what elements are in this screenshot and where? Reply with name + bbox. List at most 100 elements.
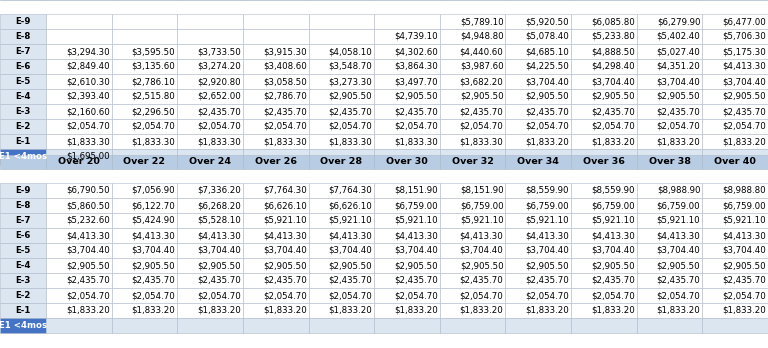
Bar <box>309 213 374 228</box>
Bar <box>637 198 703 213</box>
Text: $2,905.50: $2,905.50 <box>66 261 110 270</box>
Bar <box>309 303 374 318</box>
Text: E-9: E-9 <box>15 186 31 195</box>
Text: $5,921.10: $5,921.10 <box>263 216 306 225</box>
Bar <box>309 155 374 169</box>
Bar <box>46 29 111 44</box>
Text: $4,413.30: $4,413.30 <box>197 231 241 240</box>
Bar <box>571 149 637 164</box>
Bar <box>46 104 111 119</box>
Bar <box>571 303 637 318</box>
Text: $2,435.70: $2,435.70 <box>525 107 569 116</box>
Bar <box>374 288 440 303</box>
Text: $2,905.50: $2,905.50 <box>525 92 569 101</box>
Text: $5,921.10: $5,921.10 <box>394 216 438 225</box>
Bar <box>571 318 637 333</box>
Text: $3,733.50: $3,733.50 <box>197 47 241 56</box>
Text: $4,739.10: $4,739.10 <box>394 32 438 41</box>
Bar <box>374 243 440 258</box>
Bar <box>0 104 46 119</box>
Bar <box>374 273 440 288</box>
Bar <box>637 119 703 134</box>
Text: $1,833.20: $1,833.20 <box>591 306 634 315</box>
Text: $6,759.00: $6,759.00 <box>657 201 700 210</box>
Text: $2,160.60: $2,160.60 <box>66 107 110 116</box>
Bar <box>243 134 309 149</box>
Text: $7,056.90: $7,056.90 <box>131 186 175 195</box>
Bar <box>309 149 374 164</box>
Bar <box>374 213 440 228</box>
Text: $4,413.30: $4,413.30 <box>394 231 438 240</box>
Text: $2,054.70: $2,054.70 <box>66 291 110 300</box>
Bar <box>111 243 177 258</box>
Text: $3,704.40: $3,704.40 <box>591 246 634 255</box>
Bar <box>177 288 243 303</box>
Bar <box>703 74 768 89</box>
Text: $2,786.70: $2,786.70 <box>263 92 306 101</box>
Text: $4,225.50: $4,225.50 <box>525 62 569 71</box>
Bar <box>440 149 505 164</box>
Bar <box>505 288 571 303</box>
Text: $1,833.20: $1,833.20 <box>263 306 306 315</box>
Bar <box>571 29 637 44</box>
Bar <box>703 183 768 198</box>
Bar <box>440 273 505 288</box>
Text: $4,413.30: $4,413.30 <box>591 231 634 240</box>
Bar <box>111 44 177 59</box>
Bar <box>571 119 637 134</box>
Text: $3,497.70: $3,497.70 <box>394 77 438 86</box>
Text: $5,920.50: $5,920.50 <box>525 17 569 26</box>
Text: $5,424.90: $5,424.90 <box>131 216 175 225</box>
Text: $2,435.70: $2,435.70 <box>66 276 110 285</box>
Bar <box>703 155 768 169</box>
Bar <box>374 155 440 169</box>
Bar <box>637 273 703 288</box>
Text: $6,279.90: $6,279.90 <box>657 17 700 26</box>
Text: $4,413.30: $4,413.30 <box>263 231 306 240</box>
Bar <box>243 14 309 29</box>
Text: E1 <4mos: E1 <4mos <box>0 321 47 330</box>
Bar <box>243 273 309 288</box>
Text: Over 20: Over 20 <box>58 158 100 166</box>
Bar <box>46 303 111 318</box>
Bar <box>0 155 46 169</box>
Text: Over 38: Over 38 <box>648 158 690 166</box>
Bar <box>440 119 505 134</box>
Bar <box>0 29 46 44</box>
Bar <box>111 59 177 74</box>
Text: $4,948.80: $4,948.80 <box>460 32 504 41</box>
Bar <box>571 273 637 288</box>
Text: $4,413.30: $4,413.30 <box>460 231 504 240</box>
Bar <box>374 59 440 74</box>
Text: $1,833.20: $1,833.20 <box>525 137 569 146</box>
Bar <box>637 288 703 303</box>
Bar <box>177 273 243 288</box>
Text: E-5: E-5 <box>15 246 31 255</box>
Bar <box>703 288 768 303</box>
Text: $5,232.60: $5,232.60 <box>66 216 110 225</box>
Text: Over 32: Over 32 <box>452 158 494 166</box>
Bar <box>46 119 111 134</box>
Text: E-9: E-9 <box>15 17 31 26</box>
Bar <box>505 243 571 258</box>
Bar <box>0 44 46 59</box>
Text: $2,905.50: $2,905.50 <box>657 92 700 101</box>
Bar <box>505 273 571 288</box>
Bar <box>505 89 571 104</box>
Text: $2,905.50: $2,905.50 <box>460 261 504 270</box>
Bar <box>374 228 440 243</box>
Bar <box>177 243 243 258</box>
Text: $1,833.20: $1,833.20 <box>657 137 700 146</box>
Text: $5,860.50: $5,860.50 <box>66 201 110 210</box>
Text: $2,435.70: $2,435.70 <box>657 107 700 116</box>
Bar <box>243 74 309 89</box>
Bar <box>440 14 505 29</box>
Text: $1,833.20: $1,833.20 <box>66 306 110 315</box>
Bar <box>703 258 768 273</box>
Bar <box>111 149 177 164</box>
Bar <box>637 155 703 169</box>
Text: $3,294.30: $3,294.30 <box>66 47 110 56</box>
Text: $3,704.40: $3,704.40 <box>197 246 241 255</box>
Text: $2,435.70: $2,435.70 <box>525 276 569 285</box>
Bar <box>440 29 505 44</box>
